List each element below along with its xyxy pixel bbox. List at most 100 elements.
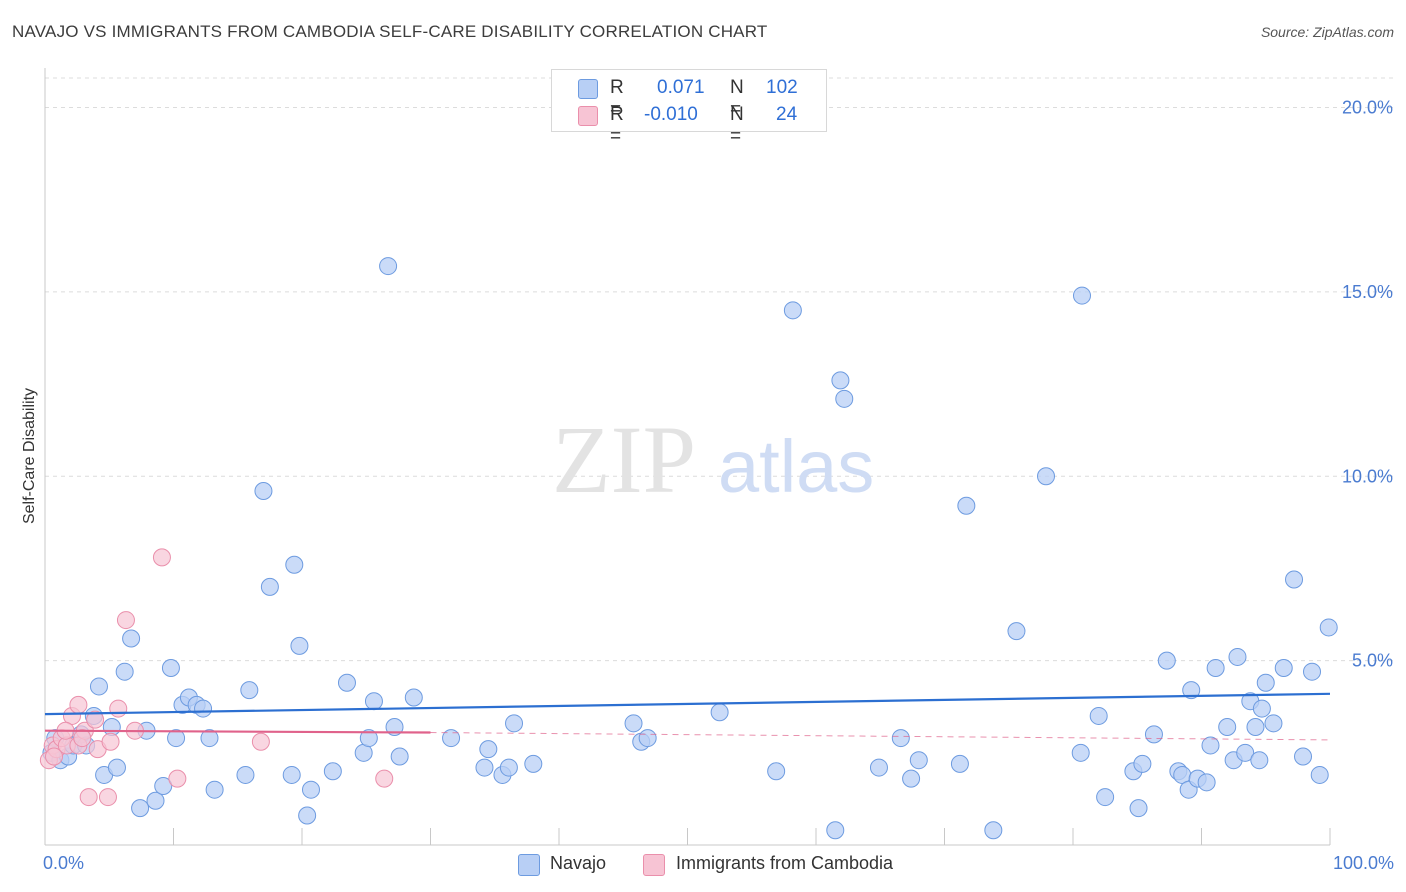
navajo-point xyxy=(710,703,729,722)
navajo-point xyxy=(1319,618,1338,637)
navajo-trend-line xyxy=(44,692,1331,716)
navajo-point xyxy=(146,791,165,810)
trend-lines xyxy=(44,692,1331,741)
navajo-point xyxy=(1228,647,1247,666)
navajo-point xyxy=(1129,799,1148,818)
navajo-point xyxy=(154,777,173,795)
navajo-point xyxy=(499,758,518,777)
legend-n-value: 102 xyxy=(766,77,798,98)
navajo-point xyxy=(167,729,186,748)
legend-swatch-cambodia xyxy=(578,106,598,126)
navajo-point xyxy=(1303,662,1322,681)
cambodia-point xyxy=(116,611,135,630)
navajo-point xyxy=(869,758,888,777)
navajo-point xyxy=(475,758,494,777)
cambodia-point xyxy=(168,769,187,788)
navajo-point xyxy=(107,758,126,777)
cambodia-point xyxy=(69,695,88,714)
cambodia-point xyxy=(79,788,98,807)
navajo-point xyxy=(909,751,928,770)
navajo-point xyxy=(767,762,786,781)
navajo-point xyxy=(254,482,273,500)
navajo-point xyxy=(1072,286,1091,305)
y-tick-label: 20.0% xyxy=(1342,98,1393,118)
navajo-point xyxy=(89,677,108,696)
bottom-legend-swatch-navajo xyxy=(518,854,540,876)
legend-n-label: N = xyxy=(730,77,744,120)
navajo-point xyxy=(200,729,219,748)
legend-r-label: R = xyxy=(610,104,624,147)
navajo-point xyxy=(290,636,309,655)
navajo-point xyxy=(1250,751,1269,770)
navajo-point xyxy=(1157,651,1176,670)
navajo-point xyxy=(984,821,1003,840)
cambodia-point xyxy=(109,699,128,718)
navajo-point xyxy=(1252,699,1271,718)
cambodia-trend-line xyxy=(44,729,431,734)
navajo-point xyxy=(1201,736,1220,755)
navajo-point xyxy=(390,747,409,766)
navajo-point xyxy=(505,714,524,733)
cambodia-point xyxy=(152,548,171,567)
navajo-point xyxy=(1246,718,1265,736)
legend-r-value: 0.071 xyxy=(657,77,705,98)
navajo-point xyxy=(831,371,850,390)
navajo-point xyxy=(1310,765,1329,784)
navajo-point xyxy=(442,729,461,748)
navajo-point xyxy=(161,659,180,677)
watermark: ZIP atlas xyxy=(552,406,874,513)
navajo-point xyxy=(1264,714,1283,733)
navajo-point xyxy=(1007,622,1026,641)
navajo-point xyxy=(122,629,141,648)
navajo-point xyxy=(323,762,342,781)
cambodia-point xyxy=(73,729,92,748)
bottom-legend-swatch-cambodia xyxy=(643,854,665,876)
navajo-point xyxy=(1182,681,1201,700)
cambodia-point xyxy=(86,710,105,729)
navajo-point xyxy=(1071,743,1090,762)
y-tick-label: 15.0% xyxy=(1342,282,1393,302)
navajo-point xyxy=(1037,467,1056,486)
navajo-point xyxy=(1274,659,1293,677)
axis-labels: 5.0% 10.0% 15.0% 20.0% 0.0% 100.0% Self-Care D… xyxy=(21,98,1394,874)
y-tick-label: 10.0% xyxy=(1342,466,1393,486)
navajo-point xyxy=(1285,570,1304,589)
navajo-point xyxy=(301,780,320,799)
legend-n-label: N = xyxy=(730,104,744,147)
cambodia-points xyxy=(39,548,394,807)
navajo-point xyxy=(285,555,304,574)
bottom-legend-label-cambodia: Immigrants from Cambodia xyxy=(676,853,894,873)
navajo-point xyxy=(479,740,498,759)
navajo-point xyxy=(1206,659,1225,677)
navajo-point xyxy=(826,821,845,840)
navajo-point xyxy=(379,257,398,276)
navajo-point xyxy=(298,806,317,825)
navajo-point xyxy=(404,688,423,707)
watermark-atlas: atlas xyxy=(718,425,874,508)
navajo-point xyxy=(131,799,150,818)
grid-layer xyxy=(45,77,1395,662)
navajo-point xyxy=(1144,725,1163,744)
cambodia-point xyxy=(375,769,394,788)
cambodia-point xyxy=(101,732,120,751)
navajo-point xyxy=(205,780,224,799)
chart-source: Source: ZipAtlas.com xyxy=(1260,24,1394,40)
legend-r-value: -0.010 xyxy=(644,104,698,125)
navajo-point xyxy=(902,769,921,788)
navajo-point xyxy=(115,662,134,681)
watermark-zip: ZIP xyxy=(552,406,696,513)
navajo-point xyxy=(835,389,854,408)
navajo-point xyxy=(1256,673,1275,692)
legend-n-value: 24 xyxy=(776,104,798,125)
x-tick-label: 0.0% xyxy=(43,853,84,873)
axis-layer xyxy=(44,68,1331,846)
cambodia-point xyxy=(98,788,117,807)
navajo-point xyxy=(1294,747,1313,766)
navajo-point xyxy=(957,496,976,515)
navajo-point xyxy=(891,729,910,748)
cambodia-trend-extension xyxy=(430,732,1331,741)
navajo-point xyxy=(950,754,969,773)
y-axis-title: Self-Care Disability xyxy=(21,388,38,524)
navajo-point xyxy=(194,699,213,718)
